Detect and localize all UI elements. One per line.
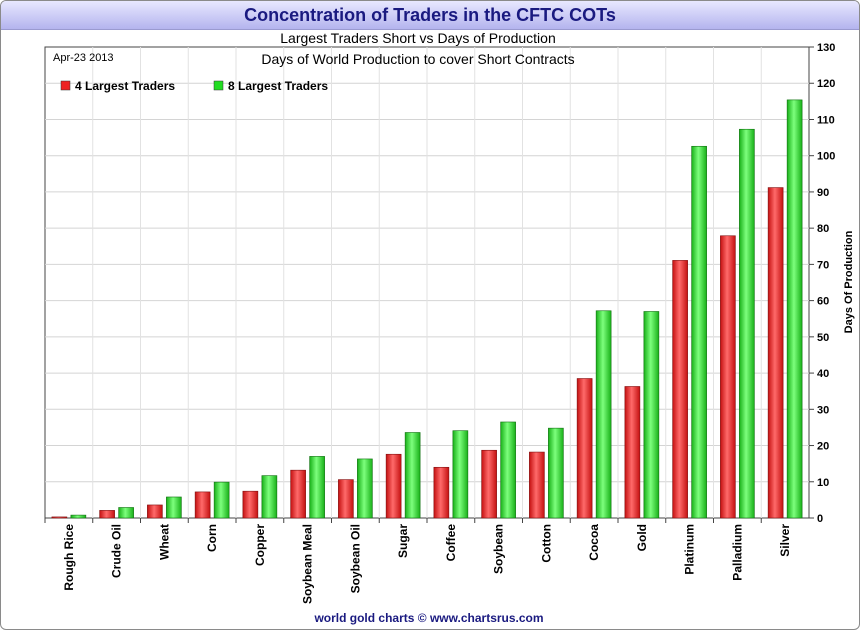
bar-4-largest xyxy=(242,490,259,519)
legend-label-4-largest: 4 Largest Traders xyxy=(75,79,175,93)
chart-title: Days of World Production to cover Short … xyxy=(261,51,574,67)
legend-swatch-4-largest xyxy=(60,80,71,91)
x-tick-label: Wheat xyxy=(157,524,171,560)
x-axis: Rough Rice Crude Oil Wheat Corn Copper Soybea… xyxy=(44,518,792,604)
bar-4-largest xyxy=(529,451,545,519)
bar-4-largest xyxy=(767,187,784,519)
bar-8-largest xyxy=(309,456,325,519)
bar-4-largest xyxy=(385,453,402,519)
bar-4-largest xyxy=(99,510,115,519)
x-tick-label: Soybean xyxy=(492,524,506,574)
bar-8-largest xyxy=(166,496,182,519)
bar-4-largest xyxy=(338,479,354,519)
y-axis-label: Days Of Production xyxy=(843,230,855,333)
bar-4-largest xyxy=(672,260,688,519)
x-tick-label: Rough Rice xyxy=(62,524,76,591)
x-tick-label: Copper xyxy=(253,524,267,566)
title-bar: Concentration of Traders in the CFTC COT… xyxy=(1,1,859,30)
bar-8-largest xyxy=(261,475,278,519)
legend-swatch-8-largest xyxy=(213,80,224,91)
x-tick-label: Soybean Oil xyxy=(348,524,362,593)
bar-8-largest xyxy=(357,458,373,519)
chart-subtitle: Largest Traders Short vs Days of Product… xyxy=(280,30,555,46)
bar-8-largest xyxy=(786,99,803,519)
bar-4-largest xyxy=(51,516,68,519)
legend: 4 Largest Traders 8 Largest Traders xyxy=(60,79,328,93)
x-tick-label: Cocoa xyxy=(587,524,601,561)
y-tick-label: 70 xyxy=(817,259,829,271)
bar-8-largest xyxy=(70,514,87,519)
y-tick-label: 60 xyxy=(817,296,829,308)
x-tick-label: Gold xyxy=(635,524,649,551)
x-tick-label: Platinum xyxy=(683,524,697,575)
bar-4-largest xyxy=(147,504,163,519)
y-tick-label: 0 xyxy=(817,513,823,525)
y-tick-label: 10 xyxy=(817,477,829,489)
x-tick-label: Silver xyxy=(778,524,792,557)
bar-8-largest xyxy=(452,430,469,519)
y-tick-label: 130 xyxy=(817,42,835,54)
bar-4-largest xyxy=(624,386,641,519)
bar-4-largest xyxy=(194,491,211,519)
bar-8-largest xyxy=(404,432,421,519)
bar-4-largest xyxy=(433,466,450,519)
bar-4-largest xyxy=(481,449,497,519)
bars-group xyxy=(51,99,803,519)
bar-8-largest xyxy=(739,128,755,519)
y-tick-label: 40 xyxy=(817,368,829,380)
bar-8-largest xyxy=(643,311,660,519)
footer-credit: world gold charts © www.chartsrus.com xyxy=(313,611,543,625)
y-tick-label: 100 xyxy=(817,151,835,163)
x-tick-label: Sugar xyxy=(396,524,410,558)
y-tick-label: 120 xyxy=(817,78,835,90)
legend-label-8-largest: 8 Largest Traders xyxy=(228,79,328,93)
y-tick-label: 30 xyxy=(817,404,829,416)
x-tick-label: Corn xyxy=(205,524,219,552)
x-tick-label: Crude Oil xyxy=(110,524,124,578)
date-label: Apr-23 2013 xyxy=(53,52,114,64)
y-tick-label: 80 xyxy=(817,223,829,235)
y-tick-label: 110 xyxy=(817,114,835,126)
bar-8-largest xyxy=(595,310,612,519)
bar-8-largest xyxy=(548,427,564,519)
bar-4-largest xyxy=(576,378,593,519)
bar-8-largest xyxy=(213,481,230,519)
bar-8-largest xyxy=(500,421,516,519)
x-tick-label: Cotton xyxy=(539,524,553,563)
y-tick-label: 90 xyxy=(817,187,829,199)
y-axis: 0 10 20 30 40 50 60 70 80 90 100 110 120 130 xyxy=(809,42,835,525)
bar-8-largest xyxy=(118,507,134,519)
y-tick-label: 20 xyxy=(817,441,829,453)
bar-8-largest xyxy=(691,145,707,519)
x-tick-label: Coffee xyxy=(444,524,458,562)
bar-4-largest xyxy=(290,469,306,519)
page-title: Concentration of Traders in the CFTC COT… xyxy=(244,5,616,25)
bar-4-largest xyxy=(720,235,736,519)
y-tick-label: 50 xyxy=(817,332,829,344)
x-tick-label: Palladium xyxy=(730,524,744,581)
x-tick-label: Soybean Meal xyxy=(301,524,315,604)
